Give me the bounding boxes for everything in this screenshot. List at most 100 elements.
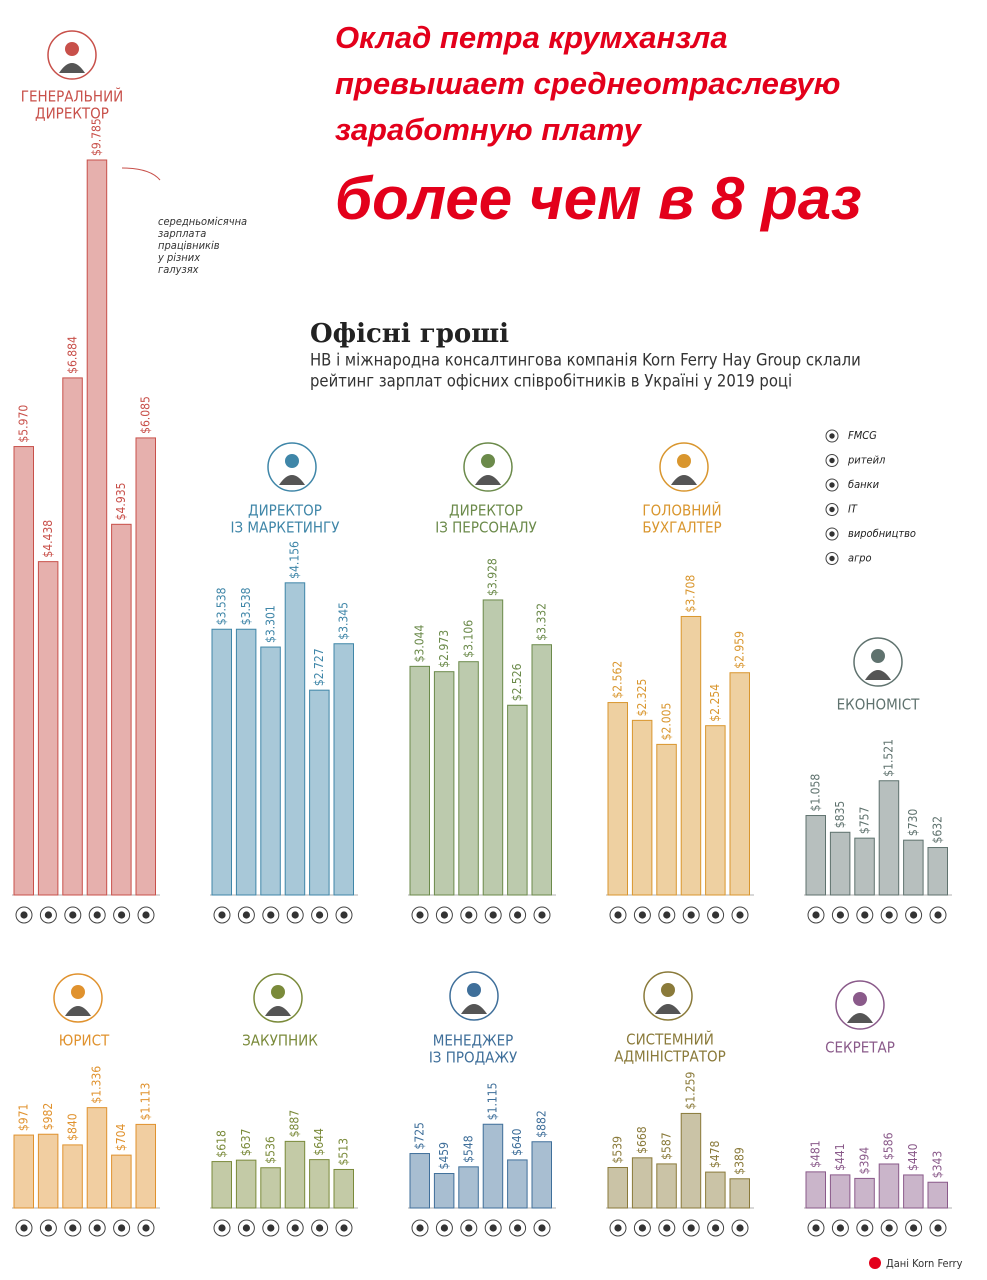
role-icon-head (285, 454, 299, 468)
chart-name: СИСТЕМНИЙ (626, 1030, 714, 1049)
value-label: $2.562 (611, 661, 625, 699)
icon-dot (712, 1224, 720, 1232)
icon-dot (836, 1224, 845, 1232)
value-label: $618 (215, 1130, 229, 1158)
value-label: $536 (263, 1136, 277, 1164)
icon-circle (731, 906, 749, 924)
icon-circle (658, 1219, 676, 1237)
value-label: $548 (461, 1135, 475, 1163)
value-label: $971 (17, 1104, 31, 1131)
icon-dot (638, 1224, 647, 1232)
icon-circle (484, 906, 502, 924)
icon-dot (142, 1224, 150, 1232)
bar (656, 743, 677, 896)
value-label: $3.301 (263, 605, 277, 643)
chart-name: ГЕНЕРАЛЬНИЙ (21, 87, 124, 106)
icon-circle (435, 1219, 453, 1237)
chart-name: ІЗ ПЕРСОНАЛУ (435, 519, 537, 537)
bar (729, 1178, 750, 1209)
bar (507, 1159, 528, 1209)
icon-dot (687, 911, 695, 919)
icon-circle (856, 1219, 874, 1237)
value-label: $389 (733, 1147, 747, 1175)
bar (13, 1134, 34, 1209)
bar (482, 1123, 504, 1209)
icon-dot (267, 1224, 275, 1232)
icon-dot (687, 1224, 695, 1232)
value-label: $835 (833, 801, 847, 828)
value-label: $5.970 (17, 405, 31, 443)
bar (111, 1154, 132, 1209)
value-label: $6.884 (65, 336, 79, 374)
value-label: $637 (239, 1129, 253, 1156)
annotation-line: працівників (158, 239, 220, 252)
icon-dot (812, 1224, 820, 1232)
role-icon-head (71, 985, 85, 999)
headline-line: превышает среднеотраслевую (335, 66, 840, 101)
bar (284, 1140, 306, 1209)
icon-circle (411, 1219, 429, 1237)
headline-emphasis: более чем в 8 раз (335, 165, 862, 232)
icon-circle (39, 906, 57, 924)
headline-line: Оклад петра крумханзла (335, 20, 728, 55)
icon-circle (658, 906, 676, 924)
icon-dot (829, 555, 835, 562)
value-label: $730 (906, 809, 920, 837)
value-label: $1.113 (139, 1083, 153, 1121)
bar (37, 1133, 59, 1209)
bar (62, 377, 83, 896)
value-label: $459 (437, 1142, 451, 1170)
chart-name: ІЗ МАРКЕТИНГУ (231, 519, 340, 537)
icon-circle (831, 1219, 849, 1237)
icon-circle (905, 906, 923, 924)
icon-circle (411, 906, 429, 924)
icon-circle (262, 1219, 280, 1237)
value-label: $2.005 (659, 703, 673, 741)
charts: ГЕНЕРАЛЬНИЙДИРЕКТОР$5.970$4.438$6.884$9.… (12, 30, 952, 1237)
chart-name: ДИРЕКТОР (35, 105, 109, 123)
icon-circle (707, 906, 725, 924)
icon-circle (825, 454, 839, 467)
value-label: $6.085 (139, 396, 153, 434)
bar (631, 1157, 653, 1209)
icon-dot (712, 911, 720, 919)
icon-dot (340, 1224, 348, 1232)
bar-chart: ЕКОНОМІСТ $1.058 $835 $757 $1.521 $730 $632 (804, 637, 952, 924)
bar (37, 561, 59, 896)
icon-circle (831, 906, 849, 924)
bar (111, 523, 132, 896)
icon-circle (137, 906, 155, 924)
icon-dot (69, 911, 77, 919)
bar (705, 1171, 726, 1209)
icon-circle (311, 906, 329, 924)
icon-circle (533, 1219, 551, 1237)
chart-name: ЮРИСТ (59, 1032, 110, 1050)
value-label: $640 (510, 1128, 524, 1156)
role-icon-head (65, 42, 79, 56)
bar (507, 704, 528, 896)
bar (531, 644, 552, 896)
legend: FMCG ритейл банки IT виробництво агро (825, 429, 916, 565)
legend-label: FMCG (848, 429, 877, 442)
value-label: $4.935 (114, 483, 128, 521)
chart-name: МЕНЕДЖЕР (433, 1032, 514, 1050)
value-label: $644 (312, 1128, 326, 1156)
value-label: $704 (114, 1124, 128, 1152)
icon-dot (638, 911, 647, 919)
value-label: $394 (857, 1147, 871, 1175)
value-label: $587 (659, 1132, 673, 1159)
annotation-line: середньомісячна (158, 215, 247, 228)
icon-dot (316, 1224, 324, 1232)
icon-dot (861, 1224, 869, 1232)
role-icon-body (65, 1006, 91, 1016)
bar (13, 446, 34, 896)
chart-name: СЕКРЕТАР (825, 1039, 895, 1057)
icon-circle (137, 1219, 155, 1237)
bar (409, 1153, 430, 1209)
bar (333, 643, 354, 896)
value-label: $1.521 (882, 739, 896, 777)
bar (333, 1168, 354, 1209)
bar (531, 1141, 552, 1209)
